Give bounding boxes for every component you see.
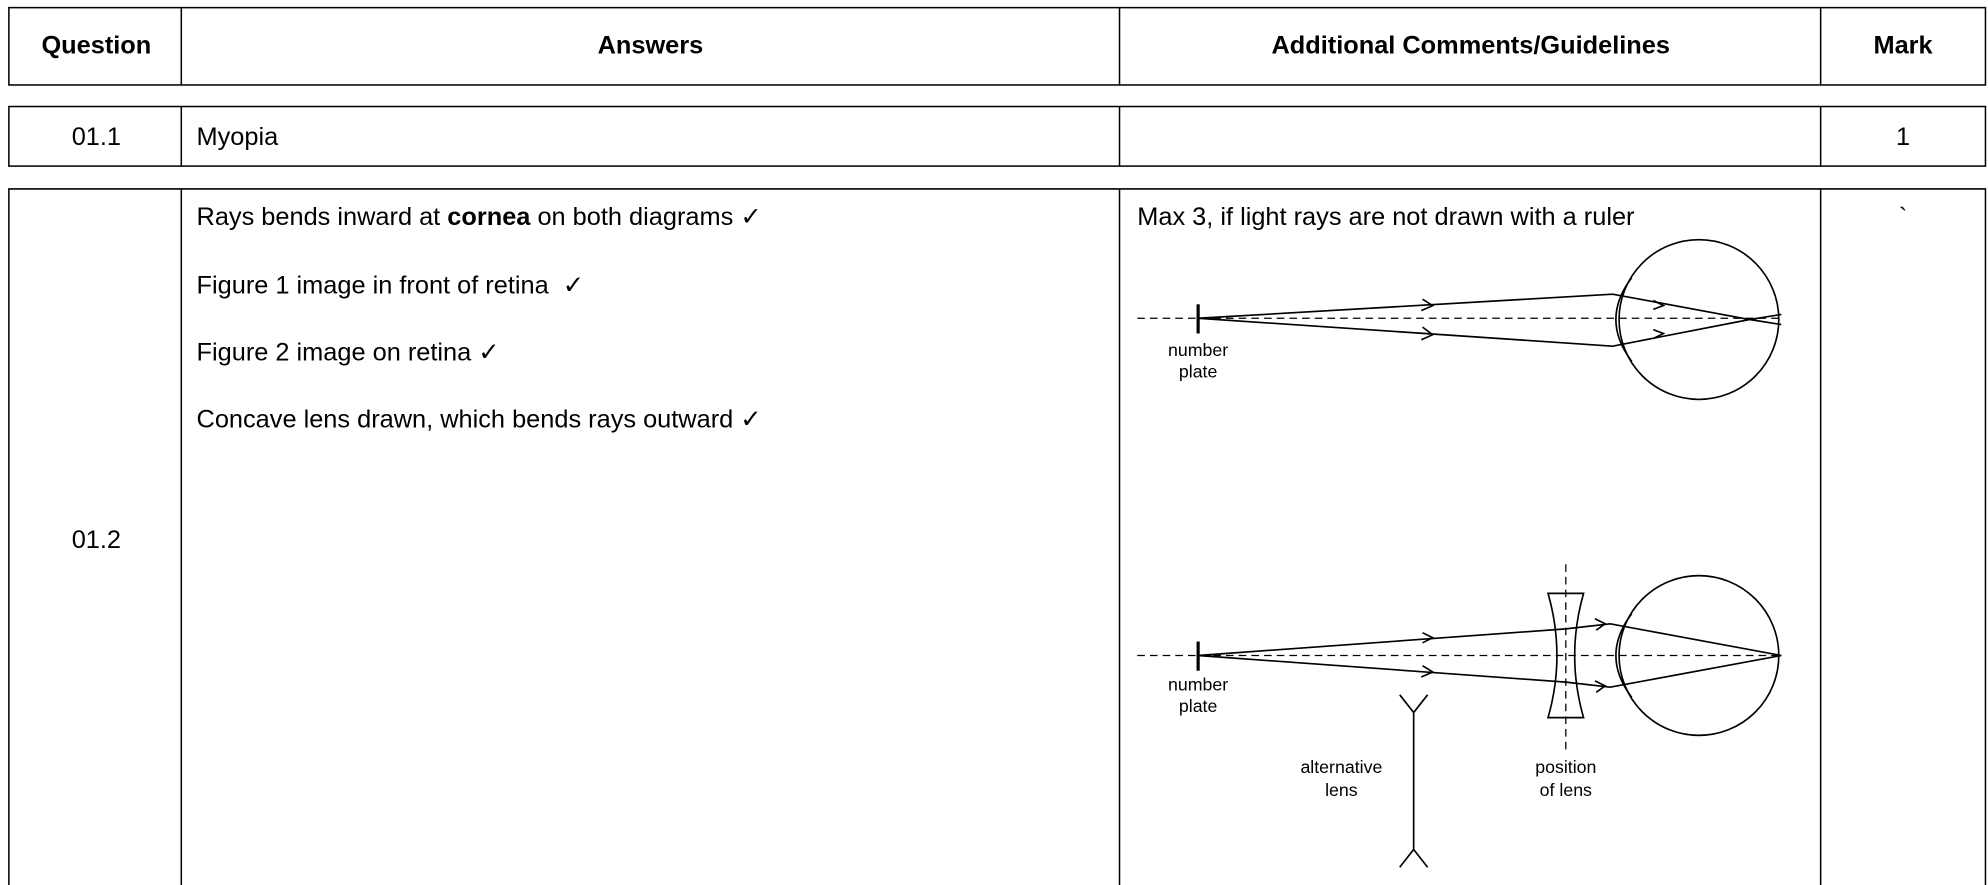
answer-text: on both diagrams ✓ [530, 203, 761, 231]
mark: ` [1899, 203, 1907, 231]
question-number: 01.1 [72, 123, 121, 151]
column-header: Additional Comments/Guidelines [1271, 32, 1669, 60]
column-header: Question [41, 32, 151, 60]
diagram-label: plate [1179, 696, 1218, 716]
table-row [8, 188, 1987, 885]
column-header: Mark [1873, 32, 1933, 60]
answer-line: Concave lens drawn, which bends rays out… [197, 406, 762, 434]
header-row [8, 6, 1987, 86]
diagram-label: plate [1179, 361, 1218, 381]
table-row [8, 105, 1987, 167]
question-number: 01.2 [72, 526, 121, 554]
column-header: Answers [598, 32, 704, 60]
ray-diagram [1137, 238, 1782, 401]
answer-text: Rays bends inward at [197, 203, 448, 231]
diagram-label: of lens [1540, 780, 1592, 800]
diagram-label: number [1168, 675, 1228, 695]
answer-line: Figure 1 image in front of retina ✓ [197, 271, 584, 299]
diagram-label: alternative [1300, 757, 1382, 777]
ray-diagram [1137, 564, 1782, 868]
answer: Myopia [197, 123, 280, 151]
answer-keyword: cornea [447, 203, 531, 231]
diagram-label: position [1535, 757, 1596, 777]
answer-line: Rays bends inward at cornea on both diag… [197, 203, 762, 231]
diagram-label: lens [1325, 780, 1358, 800]
diagram-label: number [1168, 340, 1228, 360]
mark: 1 [1896, 123, 1910, 151]
answer-line: Figure 2 image on retina ✓ [197, 338, 500, 366]
comment: Max 3, if light rays are not drawn with … [1137, 203, 1635, 231]
